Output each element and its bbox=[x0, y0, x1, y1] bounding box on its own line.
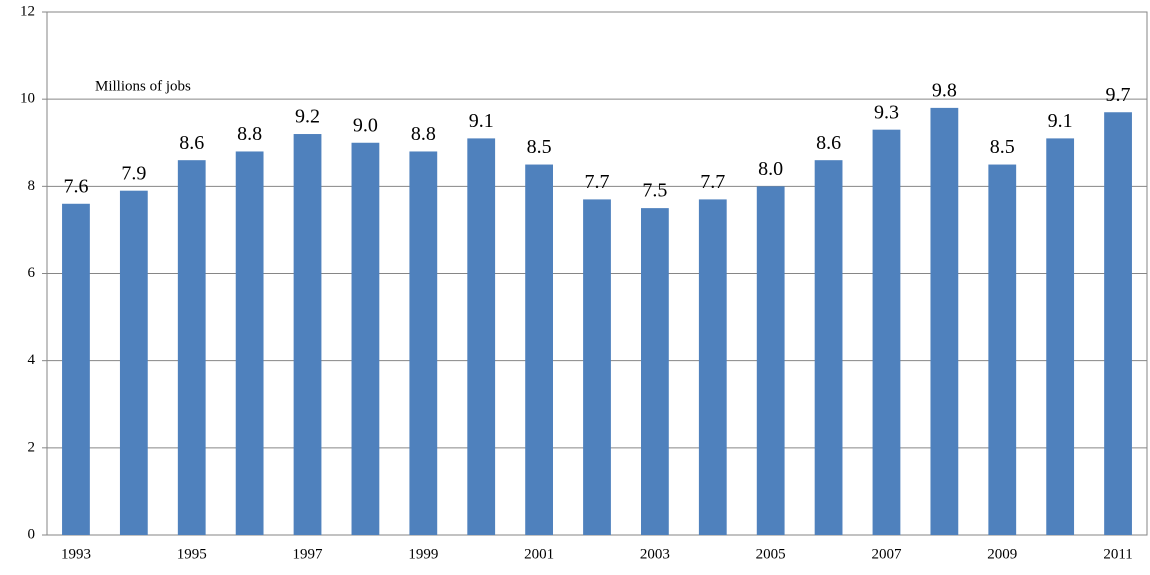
bar bbox=[988, 164, 1017, 535]
x-tick-label: 2011 bbox=[1103, 546, 1132, 562]
value-label: 7.9 bbox=[121, 162, 146, 184]
x-tick-label: 2003 bbox=[640, 546, 670, 562]
y-tick-label: 0 bbox=[28, 526, 36, 542]
bar bbox=[814, 160, 843, 535]
value-label: 9.2 bbox=[295, 106, 320, 128]
bar bbox=[177, 160, 206, 535]
x-tick-label: 2009 bbox=[987, 546, 1017, 562]
x-tick-label: 1993 bbox=[61, 546, 91, 562]
bar bbox=[293, 134, 322, 536]
value-label: 8.0 bbox=[758, 158, 783, 180]
bar bbox=[467, 138, 496, 535]
value-label: 7.6 bbox=[63, 175, 88, 197]
value-label: 9.3 bbox=[874, 101, 899, 123]
y-tick-label: 2 bbox=[28, 439, 36, 455]
bar bbox=[1046, 138, 1075, 535]
bar bbox=[1104, 112, 1132, 535]
bar bbox=[525, 164, 553, 535]
bar bbox=[583, 199, 611, 536]
y-tick-label: 10 bbox=[20, 91, 35, 107]
value-label: 9.8 bbox=[932, 79, 957, 101]
value-label: 9.7 bbox=[1106, 84, 1131, 106]
bar bbox=[698, 199, 727, 536]
x-tick-label: 1995 bbox=[177, 546, 207, 562]
bar bbox=[409, 151, 438, 535]
value-label: 9.1 bbox=[469, 110, 494, 132]
y-tick-label: 6 bbox=[28, 265, 36, 281]
bar bbox=[235, 151, 264, 535]
x-tick-label: 2001 bbox=[524, 546, 554, 562]
x-tick-label: 1999 bbox=[408, 546, 438, 562]
bar bbox=[351, 142, 380, 535]
value-label: 7.5 bbox=[642, 180, 667, 202]
bar bbox=[930, 107, 959, 535]
x-tick-label: 1997 bbox=[293, 546, 324, 562]
value-label: 9.0 bbox=[353, 114, 378, 136]
value-label: 7.7 bbox=[700, 171, 725, 193]
value-label: 9.1 bbox=[1048, 110, 1073, 132]
y-tick-label: 8 bbox=[28, 178, 36, 194]
value-label: 8.6 bbox=[179, 132, 204, 154]
value-label: 8.5 bbox=[990, 136, 1015, 158]
value-label: 8.6 bbox=[816, 132, 841, 154]
bar bbox=[62, 203, 90, 535]
x-tick-label: 2007 bbox=[871, 546, 902, 562]
y-tick-label: 4 bbox=[28, 352, 36, 368]
annotation: Millions of jobs bbox=[95, 78, 191, 94]
y-tick-label: 12 bbox=[20, 3, 35, 19]
value-label: 8.8 bbox=[237, 123, 262, 145]
value-label: 8.5 bbox=[527, 136, 552, 158]
value-label: 7.7 bbox=[585, 171, 610, 193]
bar bbox=[119, 190, 148, 536]
value-label: 8.8 bbox=[411, 123, 436, 145]
x-tick-label: 2005 bbox=[756, 546, 786, 562]
bar bbox=[872, 129, 901, 536]
bar bbox=[756, 186, 785, 536]
bar bbox=[641, 208, 669, 535]
